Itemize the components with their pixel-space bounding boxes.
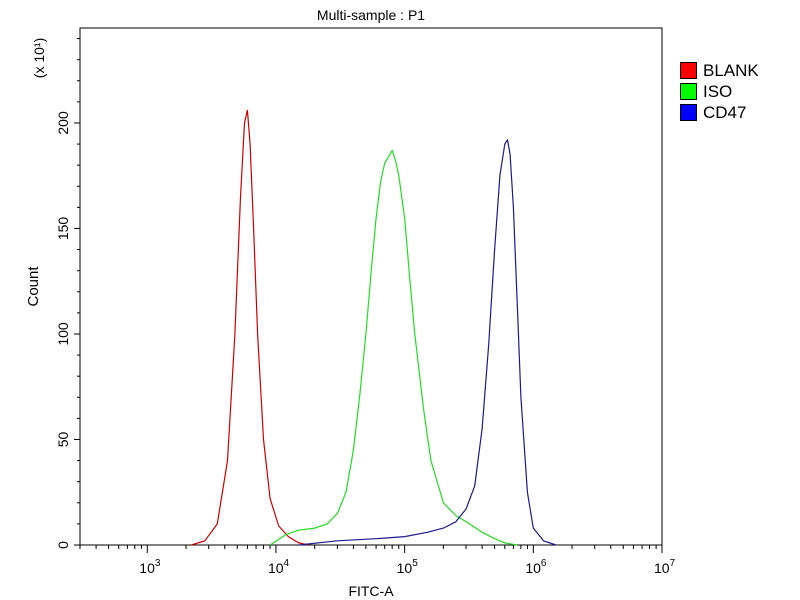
- series-line-iso: [269, 149, 518, 546]
- y-tick-label: 200: [55, 111, 71, 135]
- legend: BLANK ISO CD47: [680, 60, 759, 123]
- plot-frame: [79, 27, 663, 546]
- y-tick-label: 0: [55, 541, 71, 549]
- legend-item-iso: ISO: [680, 81, 759, 102]
- chart-title: Multi-sample : P1: [317, 7, 425, 23]
- y-tick-label: 100: [55, 322, 71, 346]
- legend-label: CD47: [703, 102, 747, 122]
- legend-label: ISO: [703, 81, 733, 101]
- legend-item-blank: BLANK: [680, 60, 759, 81]
- legend-swatch: [680, 83, 697, 100]
- y-tick-label: 150: [55, 217, 71, 241]
- x-tick-label: 107: [654, 558, 676, 576]
- y-axis-multiplier: (x 10¹): [31, 38, 47, 78]
- series-line-blank: [191, 109, 309, 546]
- x-tick-label: 105: [397, 558, 419, 576]
- y-axis: 0 50 100 150 200: [55, 38, 80, 549]
- series-layer: [191, 109, 557, 546]
- x-tick-label: 103: [139, 558, 161, 576]
- legend-swatch: [680, 62, 697, 79]
- x-axis: 103 104 105 106 107: [79, 545, 676, 576]
- x-tick-label: 106: [525, 558, 547, 576]
- legend-label: BLANK: [703, 60, 759, 80]
- y-axis-label: Count: [25, 266, 42, 307]
- legend-swatch: [680, 104, 697, 121]
- x-tick-label: 104: [268, 558, 290, 576]
- x-axis-label: FITC-A: [348, 583, 394, 599]
- series-line-cd47: [298, 139, 557, 546]
- y-tick-label: 50: [55, 431, 71, 447]
- legend-item-cd47: CD47: [680, 102, 759, 123]
